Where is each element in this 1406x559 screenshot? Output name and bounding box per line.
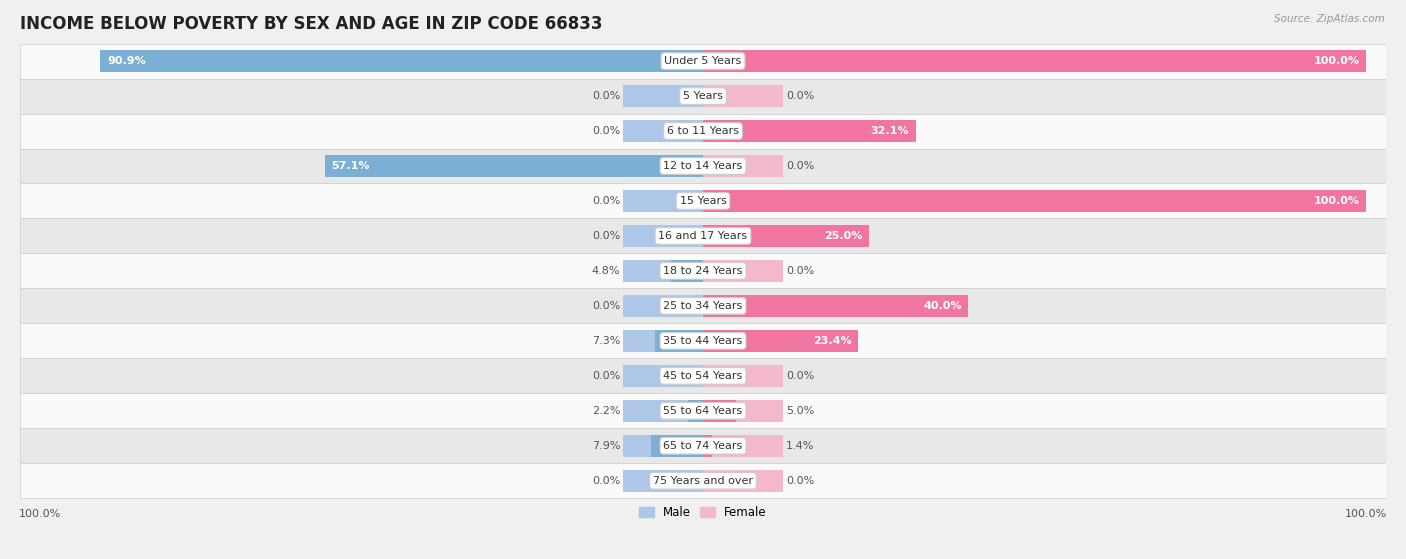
Bar	[703, 435, 713, 457]
Bar	[623, 85, 703, 107]
Bar	[689, 400, 703, 421]
Bar	[703, 50, 783, 72]
Bar	[20, 288, 1386, 323]
Bar	[623, 225, 703, 247]
Bar	[651, 435, 703, 457]
Text: 0.0%: 0.0%	[592, 476, 620, 486]
Bar	[623, 260, 703, 282]
Bar	[703, 295, 783, 317]
Bar	[703, 330, 783, 352]
Bar	[20, 44, 1386, 79]
Bar	[623, 295, 703, 317]
Bar	[623, 365, 703, 387]
Text: 40.0%: 40.0%	[922, 301, 962, 311]
Bar	[20, 219, 1386, 253]
Text: 65 to 74 Years: 65 to 74 Years	[664, 440, 742, 451]
Text: 5 Years: 5 Years	[683, 91, 723, 101]
Bar	[20, 253, 1386, 288]
Bar	[20, 358, 1386, 394]
Bar	[20, 183, 1386, 219]
Text: 0.0%: 0.0%	[592, 371, 620, 381]
Text: 23.4%: 23.4%	[813, 336, 852, 346]
Text: 4.8%: 4.8%	[592, 266, 620, 276]
Text: 45 to 54 Years: 45 to 54 Years	[664, 371, 742, 381]
Bar	[703, 50, 1365, 72]
Bar	[703, 120, 915, 142]
Bar	[623, 435, 703, 457]
Text: 0.0%: 0.0%	[786, 266, 814, 276]
Text: 6 to 11 Years: 6 to 11 Years	[666, 126, 740, 136]
Text: 1.4%: 1.4%	[786, 440, 814, 451]
Bar	[623, 330, 703, 352]
Text: Source: ZipAtlas.com: Source: ZipAtlas.com	[1274, 14, 1385, 24]
Bar	[703, 225, 869, 247]
Bar	[20, 323, 1386, 358]
Text: 0.0%: 0.0%	[786, 476, 814, 486]
Bar	[623, 190, 703, 212]
Text: 100.0%: 100.0%	[1313, 196, 1360, 206]
Legend: Male, Female: Male, Female	[634, 501, 772, 524]
Text: 0.0%: 0.0%	[786, 91, 814, 101]
Text: 0.0%: 0.0%	[592, 231, 620, 241]
Text: 57.1%: 57.1%	[332, 161, 370, 171]
Text: 18 to 24 Years: 18 to 24 Years	[664, 266, 742, 276]
Text: 35 to 44 Years: 35 to 44 Years	[664, 336, 742, 346]
Text: 0.0%: 0.0%	[786, 371, 814, 381]
Text: 5.0%: 5.0%	[786, 406, 814, 416]
Bar	[20, 428, 1386, 463]
Bar	[703, 330, 858, 352]
Bar	[100, 50, 703, 72]
Text: 15 Years: 15 Years	[679, 196, 727, 206]
Text: 0.0%: 0.0%	[592, 126, 620, 136]
Text: 7.9%: 7.9%	[592, 440, 620, 451]
Text: 32.1%: 32.1%	[870, 126, 910, 136]
Text: 90.9%: 90.9%	[107, 56, 146, 66]
Text: 25 to 34 Years: 25 to 34 Years	[664, 301, 742, 311]
Bar	[703, 400, 737, 421]
Bar	[703, 120, 783, 142]
Text: 0.0%: 0.0%	[786, 161, 814, 171]
Bar	[623, 120, 703, 142]
Bar	[703, 85, 783, 107]
Bar	[20, 394, 1386, 428]
Bar	[325, 155, 703, 177]
Text: 0.0%: 0.0%	[592, 91, 620, 101]
Bar	[703, 190, 783, 212]
Bar	[703, 470, 783, 491]
Bar	[703, 435, 783, 457]
Bar	[623, 155, 703, 177]
Bar	[703, 295, 969, 317]
Bar	[703, 225, 783, 247]
Text: 55 to 64 Years: 55 to 64 Years	[664, 406, 742, 416]
Text: 0.0%: 0.0%	[592, 196, 620, 206]
Bar	[703, 365, 783, 387]
Bar	[623, 50, 703, 72]
Bar	[655, 330, 703, 352]
Bar	[703, 155, 783, 177]
Bar	[20, 113, 1386, 149]
Bar	[703, 190, 1365, 212]
Bar	[703, 400, 783, 421]
Text: 12 to 14 Years: 12 to 14 Years	[664, 161, 742, 171]
Bar	[623, 400, 703, 421]
Text: 75 Years and over: 75 Years and over	[652, 476, 754, 486]
Bar	[20, 463, 1386, 498]
Text: 100.0%: 100.0%	[1313, 56, 1360, 66]
Text: Under 5 Years: Under 5 Years	[665, 56, 741, 66]
Text: 2.2%: 2.2%	[592, 406, 620, 416]
Bar	[20, 79, 1386, 113]
Text: 0.0%: 0.0%	[592, 301, 620, 311]
Text: 16 and 17 Years: 16 and 17 Years	[658, 231, 748, 241]
Bar	[623, 470, 703, 491]
Text: INCOME BELOW POVERTY BY SEX AND AGE IN ZIP CODE 66833: INCOME BELOW POVERTY BY SEX AND AGE IN Z…	[20, 15, 603, 33]
Text: 7.3%: 7.3%	[592, 336, 620, 346]
Bar	[20, 149, 1386, 183]
Bar	[671, 260, 703, 282]
Bar	[703, 260, 783, 282]
Text: 25.0%: 25.0%	[824, 231, 862, 241]
